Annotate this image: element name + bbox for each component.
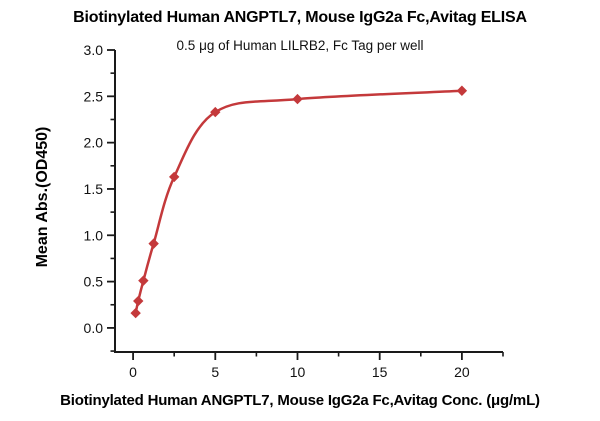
chart-subtitle: 0.5 μg of Human LILRB2, Fc Tag per well (176, 38, 424, 53)
x-tick-label: 0 (129, 364, 137, 380)
y-tick-label: 0.5 (84, 274, 104, 290)
x-tick-label: 20 (454, 364, 470, 380)
x-tick-label: 5 (211, 364, 219, 380)
y-tick-label: 1.0 (84, 227, 104, 243)
data-point-marker (456, 85, 468, 96)
fit-curve (134, 89, 464, 315)
chart-title: Biotinylated Human ANGPTL7, Mouse IgG2a … (73, 9, 527, 26)
data-point-marker (210, 106, 221, 118)
data-point-marker (138, 275, 149, 286)
x-tick-label: 10 (290, 364, 306, 380)
data-point-marker (148, 238, 159, 249)
y-tick-label: 2.5 (84, 88, 104, 104)
data-point-marker (133, 295, 144, 307)
y-tick-label: 0.0 (84, 320, 104, 336)
x-axis-title: Biotinylated Human ANGPTL7, Mouse IgG2a … (60, 392, 540, 409)
data-point-marker (168, 171, 180, 183)
y-tick-label: 1.5 (84, 181, 104, 197)
y-tick-label: 3.0 (84, 42, 104, 58)
data-point-marker (130, 307, 141, 319)
x-tick-label: 15 (372, 364, 388, 380)
data-point-marker (292, 93, 303, 105)
y-tick-label: 2.0 (84, 135, 104, 151)
